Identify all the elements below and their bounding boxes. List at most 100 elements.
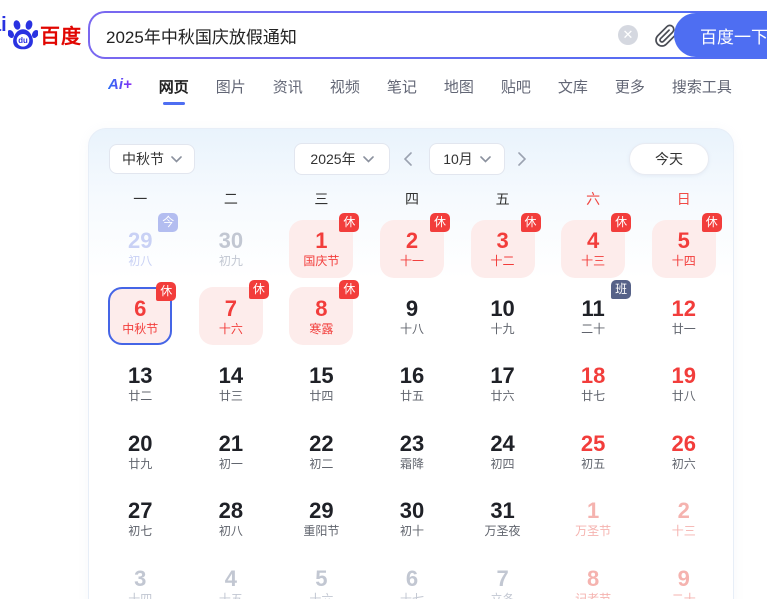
- calendar-day-cell[interactable]: 9 十八: [367, 283, 458, 351]
- day-lunar-label: 廿五: [399, 389, 424, 404]
- calendar-day-cell[interactable]: 5 十六: [276, 553, 367, 599]
- calendar-day-cell[interactable]: 30 初十: [367, 485, 458, 553]
- calendar-day-cell[interactable]: 21 初一: [186, 418, 277, 486]
- calendar-day-cell[interactable]: 10 十九: [457, 283, 548, 351]
- day-number: 1: [315, 228, 328, 254]
- calendar-day-cell[interactable]: 13 廿二: [95, 350, 186, 418]
- tab-2[interactable]: 图片: [216, 76, 246, 97]
- rest-day-badge: 休: [701, 212, 722, 232]
- calendar-day-cell[interactable]: 9 二十: [638, 553, 729, 599]
- rest-day-badge: 休: [520, 212, 541, 232]
- calendar-day-cell[interactable]: 29 初八 今: [95, 212, 186, 283]
- day-number: 26: [671, 430, 696, 456]
- day-lunar-label: 重阳节: [303, 524, 340, 539]
- day-lunar-label: 初八: [128, 254, 153, 269]
- calendar-day-cell[interactable]: 5 十四 休: [638, 212, 729, 283]
- day-box: 4 十五: [199, 557, 263, 599]
- festival-filter-dropdown[interactable]: 中秋节: [109, 144, 195, 174]
- calendar-day-cell[interactable]: 4 十三 休: [548, 212, 639, 283]
- day-number: 13: [128, 363, 153, 389]
- calendar-day-cell[interactable]: 11 二十 班: [548, 280, 639, 351]
- calendar-day-cell[interactable]: 29 重阳节: [276, 485, 367, 553]
- tab-6[interactable]: 地图: [444, 76, 474, 97]
- day-lunar-label: 万圣节: [575, 524, 612, 539]
- day-number: 4: [224, 565, 237, 591]
- day-number: 28: [218, 498, 244, 524]
- tab-ai-plus[interactable]: Ai+: [108, 76, 132, 93]
- active-tab-underline: [162, 102, 185, 105]
- search-input[interactable]: [106, 25, 767, 45]
- day-box: 26 初六: [652, 422, 716, 480]
- calendar-day-cell[interactable]: 24 初四: [457, 418, 548, 486]
- day-number: 7: [496, 565, 509, 591]
- calendar-day-cell[interactable]: 31 万圣夜: [457, 485, 548, 553]
- calendar-day-cell[interactable]: 27 初七: [95, 485, 186, 553]
- weekday-label: 日: [676, 191, 691, 207]
- calendar-day-cell[interactable]: 28 初八: [186, 485, 277, 553]
- next-month-arrow[interactable]: [511, 147, 533, 171]
- calendar-day-cell[interactable]: 16 廿五: [367, 350, 458, 418]
- calendar-day-cell[interactable]: 12 廿一: [638, 283, 729, 351]
- calendar-day-cell[interactable]: 26 初六: [638, 418, 729, 486]
- day-number: 8: [587, 565, 600, 591]
- day-number: 10: [490, 295, 515, 321]
- tab-7[interactable]: 贴吧: [501, 76, 531, 97]
- calendar-day-cell[interactable]: 1 国庆节 休: [276, 212, 367, 283]
- prev-month-arrow[interactable]: [397, 147, 419, 171]
- calendar-day-cell[interactable]: 14 廿三: [186, 350, 277, 418]
- calendar-day-cell[interactable]: 8 寒露 休: [276, 280, 367, 351]
- calendar-day-cell[interactable]: 7 立冬: [457, 553, 548, 599]
- calendar-day-cell[interactable]: 17 廿六: [457, 350, 548, 418]
- day-lunar-label: 中秋节: [122, 321, 159, 336]
- day-box: 7 立冬: [471, 557, 535, 599]
- calendar-day-cell[interactable]: 30 初九: [186, 215, 277, 283]
- day-number: 9: [405, 295, 419, 321]
- day-number: 2: [405, 228, 419, 254]
- tab-label: 资讯: [272, 79, 303, 96]
- calendar-day-cell[interactable]: 18 廿七: [548, 350, 639, 418]
- day-number: 16: [399, 363, 425, 389]
- calendar-day-cell[interactable]: 6 中秋节 休: [95, 282, 186, 351]
- tab-5[interactable]: 笔记: [387, 76, 417, 97]
- clear-icon[interactable]: ✕: [618, 25, 638, 45]
- calendar-day-cell[interactable]: 2 十一 休: [367, 212, 458, 283]
- tab-9[interactable]: 更多: [615, 76, 645, 97]
- calendar-day-cell[interactable]: 23 霜降: [367, 418, 458, 486]
- calendar-day-cell[interactable]: 25 初五: [548, 418, 639, 486]
- calendar-day-cell[interactable]: 3 十二 休: [457, 212, 548, 283]
- search-button[interactable]: 百度一下: [674, 13, 767, 57]
- weekday-label: 五: [495, 191, 510, 207]
- day-number: 5: [677, 228, 690, 254]
- calendar-day-cell[interactable]: 6 十七: [367, 553, 458, 599]
- day-lunar-label: 国庆节: [303, 254, 340, 269]
- rest-day-badge: 休: [339, 280, 360, 300]
- today-button[interactable]: 今天: [629, 143, 709, 175]
- tab-8[interactable]: 文库: [558, 76, 588, 97]
- tab-4[interactable]: 视频: [330, 76, 360, 97]
- calendar-day-cell[interactable]: 22 初二: [276, 418, 367, 486]
- calendar-day-cell[interactable]: 8 记者节: [548, 553, 639, 599]
- attachment-icon[interactable]: [654, 24, 678, 48]
- calendar-day-cell[interactable]: 19 廿八: [638, 350, 729, 418]
- calendar-day-cell[interactable]: 3 十四: [95, 553, 186, 599]
- calendar-day-cell[interactable]: 2 十三: [638, 485, 729, 553]
- calendar-day-cell[interactable]: 7 十六 休: [186, 280, 277, 351]
- tab-10[interactable]: 搜索工具: [672, 76, 732, 97]
- day-lunar-label: 初九: [218, 254, 243, 269]
- day-lunar-label: 十六: [309, 591, 334, 599]
- day-lunar-label: 十三: [581, 254, 606, 269]
- year-dropdown[interactable]: 2025年: [294, 143, 390, 175]
- tab-1[interactable]: 网页: [159, 76, 189, 105]
- day-number: 9: [677, 565, 690, 591]
- calendar-day-cell[interactable]: 4 十五: [186, 553, 277, 599]
- day-lunar-label: 十九: [490, 321, 515, 336]
- day-lunar-label: 初五: [581, 456, 606, 471]
- calendar-day-cell[interactable]: 1 万圣节: [548, 485, 639, 553]
- day-lunar-label: 万圣夜: [484, 524, 521, 539]
- calendar-day-cell[interactable]: 20 廿九: [95, 418, 186, 486]
- tab-3[interactable]: 资讯: [273, 76, 303, 97]
- baidu-logo[interactable]: du 百度: [0, 14, 84, 54]
- day-number: 6: [405, 565, 419, 591]
- calendar-day-cell[interactable]: 15 廿四: [276, 350, 367, 418]
- month-dropdown[interactable]: 10月: [429, 143, 505, 175]
